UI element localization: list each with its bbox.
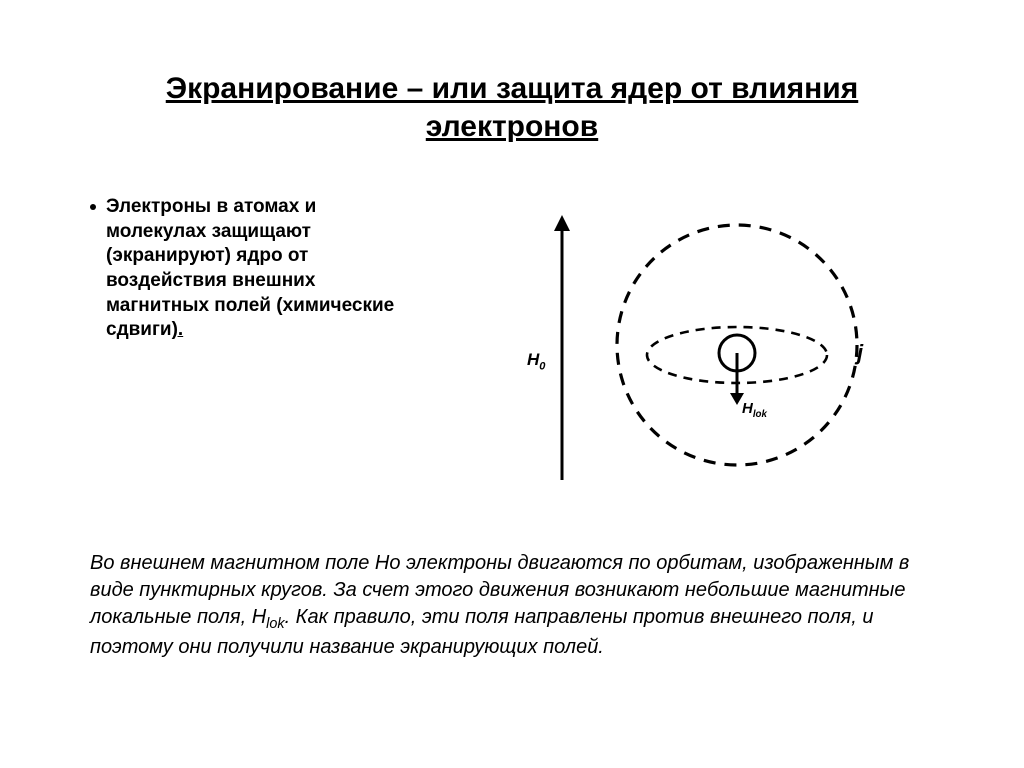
bullet-column: Электроны в атомах и молекулах защищают … — [90, 195, 410, 343]
bullet-text: Электроны в атомах и молекулах защищают … — [106, 195, 410, 343]
bullet-text-pre: Электроны в атомах и молекулах защищают … — [106, 196, 394, 340]
diagram-column: H0Hlokj — [440, 195, 934, 505]
content-row: Электроны в атомах и молекулах защищают … — [90, 195, 934, 505]
shielding-diagram: H0Hlokj — [477, 195, 897, 505]
page-title: Экранирование – или защита ядер от влиян… — [90, 70, 934, 145]
svg-text:Hlok: Hlok — [742, 400, 768, 420]
bullet-item: Электроны в атомах и молекулах защищают … — [90, 195, 410, 343]
svg-text:H0: H0 — [527, 350, 546, 372]
caption-text: Во внешнем магнитном поле Но электроны д… — [90, 550, 934, 661]
caption-sub: lok — [266, 616, 284, 632]
bullet-text-post: ). — [172, 319, 184, 340]
bullet-marker — [90, 204, 96, 210]
